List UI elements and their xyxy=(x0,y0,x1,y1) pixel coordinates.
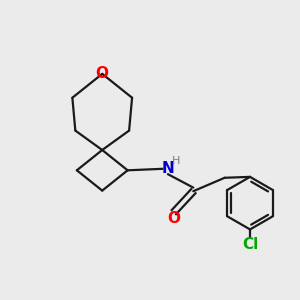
Text: O: O xyxy=(96,66,109,81)
Text: H: H xyxy=(172,156,181,166)
Text: Cl: Cl xyxy=(242,238,258,253)
Text: N: N xyxy=(161,161,174,176)
Text: O: O xyxy=(167,211,180,226)
